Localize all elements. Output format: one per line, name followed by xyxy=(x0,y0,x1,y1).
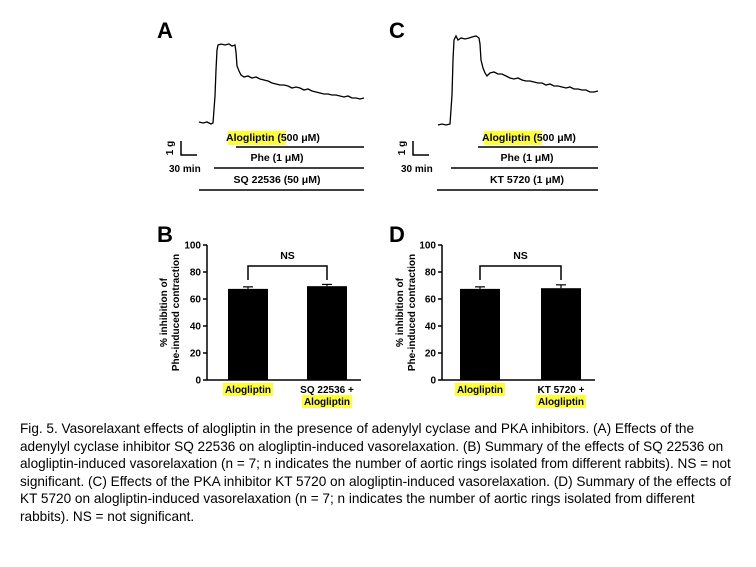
panel-d-letter: D xyxy=(389,222,405,247)
panel-a-scale-x: 30 min xyxy=(169,164,201,175)
panel-c-phe-label: Phe (1 μM) xyxy=(500,152,553,164)
y-axis-label: % inhibition of xyxy=(395,277,406,347)
y-tick-label: 60 xyxy=(425,295,437,306)
y-tick-label: 0 xyxy=(430,376,436,387)
panel-a-letter: A xyxy=(157,18,173,43)
category-label: Alogliptin xyxy=(538,397,584,408)
figure-canvas: A 1 g 30 min Alogliptin (500 μM) Phe (1 … xyxy=(157,18,599,408)
y-tick-label: 100 xyxy=(419,241,436,252)
panel-b-letter: B xyxy=(157,222,173,247)
panel-c-letter: C xyxy=(389,18,405,43)
panel-c-drug-label: Alogliptin (500 μM) xyxy=(482,132,576,144)
panel-a: A 1 g 30 min Alogliptin (500 μM) Phe (1 … xyxy=(157,18,365,191)
panel-a-scale-bar xyxy=(180,141,197,156)
panel-a-trace xyxy=(198,43,365,125)
y-axis-label: Phe-induced contraction xyxy=(407,254,418,371)
panel-c-scale-y: 1 g xyxy=(397,141,408,155)
panel-c: C 1 g 30 min Alogliptin (500 μM) Phe (1 … xyxy=(389,18,599,191)
significance-label: NS xyxy=(513,250,528,262)
y-tick-label: 0 xyxy=(195,376,201,387)
category-label: SQ 22536 + xyxy=(300,385,354,396)
y-axis-label: Phe-induced contraction xyxy=(171,254,182,371)
category-label: KT 5720 + xyxy=(538,385,585,396)
y-tick-label: 20 xyxy=(425,349,437,360)
panel-c-trace xyxy=(437,34,599,126)
bar-chart-d: 0 20 40 60 80 100 % inhibition of Phe-induced c… xyxy=(395,241,595,408)
panel-a-drug-name: Alogliptin xyxy=(226,132,274,144)
panel-a-highlight xyxy=(228,131,286,145)
bar xyxy=(228,288,268,380)
y-axis-label: % inhibition of xyxy=(159,277,170,347)
label-highlight xyxy=(302,395,352,408)
figure-caption: Fig. 5. Vasorelaxant effects of aloglipt… xyxy=(20,421,732,524)
panel-a-drug-label: Alogliptin (500 μM) xyxy=(226,132,320,144)
y-tick-label: 100 xyxy=(184,241,201,252)
y-tick-label: 40 xyxy=(425,322,437,333)
panel-a-inhibitor-label: SQ 22536 (50 μM) xyxy=(234,174,321,186)
panel-c-drug-name: Alogliptin xyxy=(482,132,530,144)
label-highlight xyxy=(536,395,586,408)
label-highlight xyxy=(455,383,505,396)
significance-label: NS xyxy=(280,250,295,262)
panel-a-scale-y: 1 g xyxy=(165,141,176,155)
y-tick-label: 80 xyxy=(190,268,202,279)
y-tick-label: 40 xyxy=(190,322,202,333)
category-label: Alogliptin xyxy=(304,397,350,408)
panel-a-phe-label: Phe (1 μM) xyxy=(250,152,303,164)
y-tick-label: 80 xyxy=(425,268,437,279)
category-label: Alogliptin xyxy=(457,385,503,396)
panel-c-drug-conc: (500 μM) xyxy=(530,132,576,144)
label-highlight xyxy=(223,383,273,396)
bar-chart-b: 0 20 40 60 80 100 % inhibition of Phe-induced c… xyxy=(159,241,361,408)
bar xyxy=(307,286,347,380)
category-label: Alogliptin xyxy=(225,385,271,396)
y-tick-label: 60 xyxy=(190,295,202,306)
significance-bracket xyxy=(479,265,562,280)
panel-c-inhibitor-label: KT 5720 (1 μM) xyxy=(490,174,564,186)
panel-c-scale-x: 30 min xyxy=(401,164,433,175)
panel-a-drug-conc: (500 μM) xyxy=(274,132,320,144)
significance-bracket xyxy=(247,265,328,280)
bar xyxy=(460,288,500,380)
bar xyxy=(541,288,581,380)
panel-c-highlight xyxy=(484,131,542,145)
y-tick-label: 20 xyxy=(190,349,202,360)
panel-c-scale-bar xyxy=(412,141,429,156)
figure-5: A 1 g 30 min Alogliptin (500 μM) Phe (1 … xyxy=(157,18,599,408)
